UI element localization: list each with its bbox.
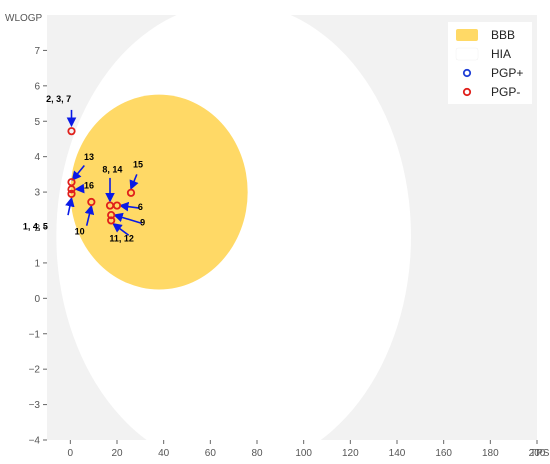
y-tick-label: 5 bbox=[34, 117, 40, 128]
y-tick-label: 1 bbox=[34, 258, 40, 269]
x-tick-label: 60 bbox=[205, 448, 217, 459]
data-point bbox=[107, 216, 116, 225]
annotation-arrow bbox=[118, 201, 140, 212]
annotation-label: 1, 4, 5 bbox=[23, 221, 48, 231]
data-point bbox=[126, 188, 136, 197]
y-tick-label: 7 bbox=[34, 46, 40, 57]
x-tick-label: 200 bbox=[529, 448, 546, 459]
annotation-label: 9 bbox=[140, 218, 145, 228]
y-tick-label: 3 bbox=[34, 188, 40, 199]
legend-label: PGP- bbox=[491, 85, 520, 99]
x-axis-label: TPS bbox=[530, 448, 550, 459]
regions-layer bbox=[56, 15, 411, 440]
data-point bbox=[87, 197, 96, 207]
x-tick-label: 80 bbox=[251, 448, 263, 459]
y-axis-label: WLOGP bbox=[5, 13, 43, 24]
y-tick-label: −1 bbox=[29, 329, 41, 340]
annotation-label: 11, 12 bbox=[109, 234, 134, 244]
annotation-label: 6 bbox=[138, 202, 143, 212]
y-tick-label: −3 bbox=[29, 400, 41, 411]
annotation-label: 16 bbox=[84, 181, 94, 191]
data-point bbox=[112, 201, 122, 210]
annotation-label: 13 bbox=[84, 152, 94, 162]
y-tick-label: 2 bbox=[34, 223, 40, 234]
annotation-arrow bbox=[112, 223, 130, 236]
annotation-arrow bbox=[129, 174, 139, 191]
x-tick-label: 180 bbox=[482, 448, 499, 459]
annotation-label: 15 bbox=[133, 159, 143, 169]
legend-label: PGP+ bbox=[491, 66, 523, 80]
data-point bbox=[67, 189, 76, 198]
data-point bbox=[67, 185, 76, 194]
legend-label: BBB bbox=[491, 28, 515, 42]
data-point bbox=[107, 211, 116, 220]
y-tick-label: −2 bbox=[29, 365, 41, 376]
y-tick-label: 0 bbox=[34, 294, 40, 305]
region-bbb bbox=[70, 94, 248, 290]
legend-marker-pgpplus bbox=[462, 68, 472, 78]
x-tick-label: 100 bbox=[295, 448, 312, 459]
y-tick-label: 4 bbox=[34, 152, 40, 163]
x-tick-label: 0 bbox=[68, 448, 74, 459]
annotation-label: 10 bbox=[75, 227, 85, 237]
legend-swatch-bbb bbox=[456, 29, 478, 41]
x-tick-label: 160 bbox=[435, 448, 452, 459]
legend: BBB HIA PGP+ PGP- bbox=[448, 22, 532, 104]
y-tick-label: 6 bbox=[34, 81, 40, 92]
x-tick-label: 120 bbox=[342, 448, 359, 459]
x-tick-label: 40 bbox=[158, 448, 170, 459]
y-tick-label: −4 bbox=[29, 436, 41, 447]
x-tick-label: 20 bbox=[111, 448, 123, 459]
data-point bbox=[67, 127, 76, 136]
annotation-arrow bbox=[65, 196, 75, 216]
annotation-arrow bbox=[74, 183, 85, 194]
legend-label: HIA bbox=[491, 47, 511, 61]
annotation-label: 8, 14 bbox=[102, 165, 122, 175]
axes-layer: 0 20 40 60 80 100 120 140 160 180 200 −4 −3 −2 −1 0 1 2 3 4… bbox=[29, 46, 546, 459]
annotation-arrow bbox=[84, 204, 95, 226]
x-tick-label: 140 bbox=[389, 448, 406, 459]
annotation-arrow bbox=[71, 165, 85, 181]
annotations-layer: 2, 3, 7 13 16 1, 4, 5 10 8, 14 15 6 9 11, 12 bbox=[23, 94, 145, 244]
legend-marker-pgpminus bbox=[462, 87, 472, 97]
points-layer bbox=[67, 127, 136, 225]
annotation-label: 2, 3, 7 bbox=[46, 94, 71, 104]
annotation-arrow bbox=[113, 212, 142, 225]
legend-swatch-hia bbox=[455, 47, 479, 61]
